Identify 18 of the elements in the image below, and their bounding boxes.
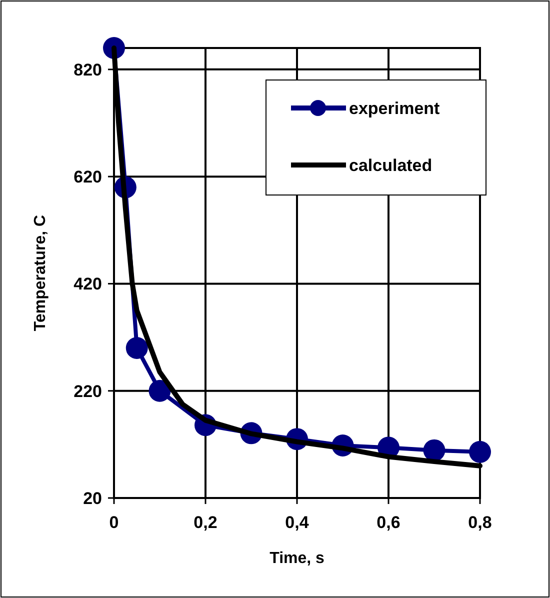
- y-tick-label: 420: [74, 274, 102, 294]
- x-tick-label: 0,2: [194, 513, 218, 532]
- legend-label: experiment: [349, 98, 440, 118]
- legend-label: calculated: [349, 156, 432, 175]
- point: [469, 440, 491, 463]
- x-tick-label: 0,4: [285, 513, 310, 532]
- y-tick-label: 620: [74, 168, 102, 187]
- point: [423, 439, 446, 462]
- x-tick-label: 0,8: [468, 513, 492, 532]
- x-tick-label: 0,6: [376, 513, 400, 532]
- point: [126, 337, 148, 359]
- y-tick-label: 20: [83, 488, 102, 508]
- x-tick-label: 0: [109, 513, 119, 532]
- y-tick-label: 820: [74, 60, 102, 80]
- y-tick-label: 220: [74, 382, 102, 401]
- x-axis-title: Time, s: [270, 550, 325, 567]
- point: [148, 380, 171, 402]
- y-axis-title: Temperature, C: [32, 214, 49, 332]
